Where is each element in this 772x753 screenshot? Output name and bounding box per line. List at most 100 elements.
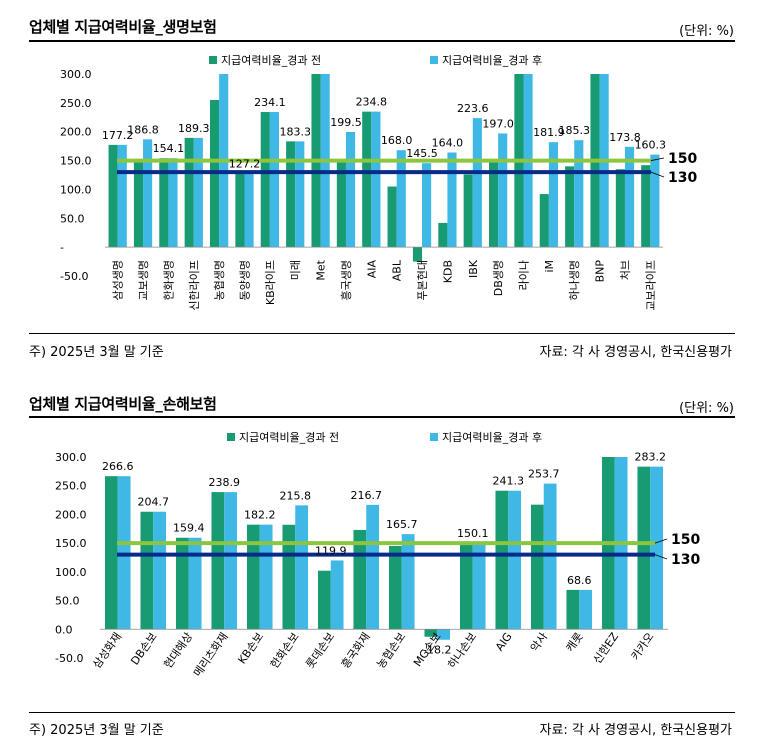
data-label: 159.4 bbox=[173, 522, 205, 535]
data-label: 216.7 bbox=[351, 489, 383, 502]
nonlife-source: 자료: 각 사 경영공시, 한국신용평가 bbox=[539, 723, 732, 738]
y-tick-label: 150.0 bbox=[55, 537, 87, 550]
data-label: 168.0 bbox=[381, 134, 413, 147]
nonlife-footnote: 주) 2025년 3월 말 기준 bbox=[29, 723, 164, 738]
bar-after bbox=[624, 146, 635, 248]
bar-before bbox=[211, 492, 225, 630]
bar-after bbox=[345, 132, 356, 248]
life-bottom-rule bbox=[29, 333, 735, 334]
data-label: 223.6 bbox=[457, 102, 489, 115]
bar-before bbox=[566, 589, 580, 630]
bar-after bbox=[269, 112, 279, 248]
category-label: BNP bbox=[594, 260, 607, 283]
life-solvency-chart: 지급여력비율_경과 전 지급여력비율_경과 후 300.0 250.0 200.0 150… bbox=[60, 54, 697, 311]
bar-after bbox=[650, 154, 660, 248]
bar-before bbox=[184, 137, 194, 248]
bar-after bbox=[396, 150, 406, 248]
category-label: DB생명 bbox=[492, 260, 505, 296]
bar-before bbox=[424, 629, 438, 637]
bar-before bbox=[539, 194, 549, 248]
category-label: iM bbox=[543, 260, 556, 273]
bar-before bbox=[459, 544, 473, 630]
data-label: 204.7 bbox=[138, 496, 170, 509]
data-label: 199.5 bbox=[330, 116, 362, 129]
bar-before bbox=[235, 173, 245, 248]
category-label: 푸본현대 bbox=[416, 260, 429, 300]
category-label: 교보라이프 bbox=[644, 260, 657, 311]
bar-before bbox=[412, 247, 423, 262]
category-label: 한화생명 bbox=[162, 260, 175, 300]
category-label: 동양생명 bbox=[239, 260, 252, 300]
data-label: 127.2 bbox=[229, 158, 261, 171]
data-label: 165.7 bbox=[386, 518, 418, 531]
data-label: 215.8 bbox=[280, 489, 312, 502]
legend-swatch-before bbox=[227, 433, 235, 441]
data-label: 234.8 bbox=[356, 96, 388, 109]
bar-after bbox=[224, 492, 238, 630]
bar-before bbox=[641, 165, 651, 248]
data-label: 154.1 bbox=[153, 142, 185, 155]
bar-before bbox=[387, 186, 397, 248]
bar-after bbox=[244, 173, 254, 248]
data-label: 183.3 bbox=[279, 125, 311, 138]
data-label: 182.2 bbox=[244, 509, 276, 522]
y-tick-label: -50.0 bbox=[55, 652, 83, 665]
bar-after bbox=[472, 118, 482, 248]
bar-after bbox=[117, 144, 127, 248]
legend-label-after: 지급여력비율_경과 후 bbox=[442, 54, 542, 67]
data-label: 150.1 bbox=[457, 527, 489, 540]
life-source: 자료: 각 사 경영공시, 한국신용평가 bbox=[539, 345, 732, 360]
bar-before bbox=[140, 511, 154, 630]
bar-before bbox=[108, 144, 118, 248]
y-tick-label: 50.0 bbox=[60, 212, 85, 225]
bar-after bbox=[193, 137, 203, 248]
category-label: 신한EZ bbox=[591, 630, 622, 666]
category-label: AIG bbox=[493, 630, 515, 653]
data-label: 119.9 bbox=[315, 544, 347, 557]
bar-before bbox=[530, 504, 544, 630]
bar-after bbox=[579, 589, 593, 630]
bar-after bbox=[574, 140, 584, 248]
bar-before bbox=[336, 161, 346, 248]
nonlife-bottom-rule bbox=[29, 712, 735, 713]
bar-before bbox=[362, 111, 372, 248]
category-label: 한화손보 bbox=[268, 630, 302, 671]
reference-label-150: 150 bbox=[668, 151, 697, 167]
life-section-title: 업체별 지급여력비율_생명보험 bbox=[29, 18, 217, 36]
category-label: 현대해상 bbox=[161, 630, 196, 671]
bar-before bbox=[438, 222, 448, 248]
bar-before bbox=[615, 169, 625, 248]
data-label: 186.8 bbox=[127, 123, 159, 136]
legend-label-after: 지급여력비율_경과 후 bbox=[442, 431, 542, 444]
category-label: 롯데손보 bbox=[303, 630, 337, 671]
category-label: KDB bbox=[441, 260, 454, 283]
category-label: 흥국생명 bbox=[339, 260, 353, 300]
bar-before bbox=[388, 546, 402, 630]
bar-before bbox=[565, 166, 575, 248]
bar-after bbox=[259, 524, 273, 630]
reference-label-150: 150 bbox=[671, 532, 700, 548]
legend-label-before: 지급여력비율_경과 전 bbox=[221, 54, 321, 67]
y-tick-label: 0.0 bbox=[55, 623, 73, 636]
bar-before bbox=[489, 162, 499, 248]
category-label: 삼성생명 bbox=[112, 260, 125, 300]
bar-after bbox=[188, 537, 202, 630]
life-unit-label: (단위: %) bbox=[679, 24, 734, 39]
y-tick-label: 100.0 bbox=[55, 566, 87, 579]
bar-after bbox=[330, 560, 344, 630]
category-label: 삼성화재 bbox=[90, 630, 124, 671]
data-label: 238.9 bbox=[209, 476, 241, 489]
nonlife-top-rule bbox=[29, 416, 735, 418]
bar-before bbox=[246, 524, 260, 630]
y-tick-label: 100.0 bbox=[60, 183, 92, 196]
legend-swatch-after bbox=[430, 433, 438, 441]
data-label: 283.2 bbox=[635, 451, 667, 464]
data-label: 177.2 bbox=[102, 129, 134, 142]
category-label: Met bbox=[315, 259, 328, 280]
category-label: 농협생명 bbox=[213, 260, 226, 300]
reference-leader-130 bbox=[650, 171, 665, 178]
category-label: 처브 bbox=[619, 260, 632, 280]
data-label: 266.6 bbox=[102, 460, 134, 473]
data-label: 181.9 bbox=[533, 126, 565, 139]
category-label: 신한라이프 bbox=[188, 260, 201, 311]
